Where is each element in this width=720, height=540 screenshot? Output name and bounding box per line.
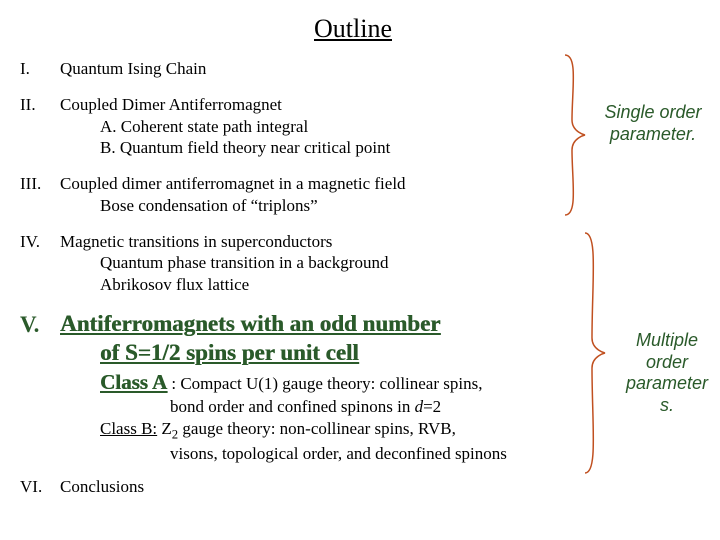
brace-icon — [580, 228, 610, 478]
headline-line: of S=1/2 spins per unit cell — [100, 340, 359, 365]
item-content: Coupled dimer antiferromagnet in a magne… — [60, 173, 686, 217]
annotation-line: Multiple — [618, 330, 716, 352]
class-a-text: : Compact U(1) gauge theory: collinear s… — [167, 374, 482, 393]
annotation-line: Single order — [598, 102, 708, 124]
item-subtext: A. Coherent state path integral — [60, 116, 686, 138]
item-number: IV. — [20, 231, 60, 296]
annotation-multiple: Multiple order parameter s. — [618, 330, 716, 416]
slide-title: Outline — [20, 14, 686, 44]
inline-text: =2 — [423, 397, 441, 416]
annotation-line: order — [618, 352, 716, 374]
headline-line: Antiferromagnets with an odd number — [60, 311, 440, 336]
inline-text: bond order and confined spinons in — [170, 397, 415, 416]
item-number: VI. — [20, 476, 60, 498]
inline-text: Z — [157, 419, 172, 438]
annotation-line: parameter. — [598, 124, 708, 146]
item-number: II. — [20, 94, 60, 159]
class-b-label: Class B: — [100, 419, 157, 438]
item-content: Coupled Dimer Antiferromagnet A. Coheren… — [60, 94, 686, 159]
item-number: III. — [20, 173, 60, 217]
inline-text: gauge theory: non-collinear spins, RVB, — [178, 419, 456, 438]
outline-item-6: VI. Conclusions — [20, 476, 686, 498]
item-text: Coupled Dimer Antiferromagnet — [60, 94, 686, 116]
annotation-line: parameter — [618, 373, 716, 395]
class-a-label: Class A — [100, 370, 167, 394]
brace-icon — [560, 50, 590, 220]
annotation-line: s. — [618, 395, 716, 417]
item-number: V. — [20, 310, 60, 465]
item-text: Quantum Ising Chain — [60, 58, 686, 80]
item-text: Coupled dimer antiferromagnet in a magne… — [60, 173, 686, 195]
item-subtext: Bose condensation of “triplons” — [60, 195, 686, 217]
inline-italic: d — [415, 397, 424, 416]
item-text: Conclusions — [60, 476, 686, 498]
item-subtext: B. Quantum field theory near critical po… — [60, 137, 686, 159]
annotation-single: Single order parameter. — [598, 102, 708, 145]
slide-outline: Outline I. Quantum Ising Chain II. Coupl… — [0, 0, 720, 540]
item-number: I. — [20, 58, 60, 80]
